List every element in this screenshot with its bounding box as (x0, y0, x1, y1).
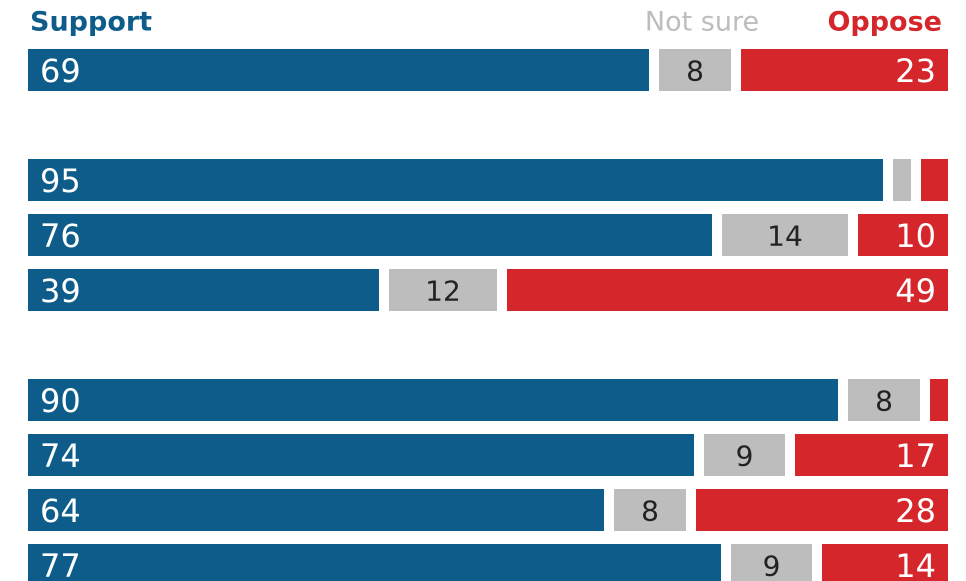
bar-segment (704, 434, 785, 476)
bar-segment (731, 544, 812, 581)
bar-segment (28, 214, 712, 256)
bar-segment (659, 49, 731, 91)
bar-segment (696, 489, 948, 531)
bar-segment (28, 159, 883, 201)
value-label: 8 (641, 495, 659, 528)
bar-segment (893, 159, 911, 201)
value-label: 8 (875, 385, 893, 418)
bar-segment (28, 269, 379, 311)
bar-segment (28, 434, 694, 476)
bar-segment (28, 49, 649, 91)
value-label: 64 (40, 492, 81, 530)
value-label: 8 (686, 55, 704, 88)
bar-segment (28, 379, 838, 421)
value-label: 12 (425, 275, 461, 308)
value-label: 77 (40, 547, 81, 581)
value-label: 28 (895, 492, 936, 530)
bar-segment (389, 269, 497, 311)
bar-segment (930, 379, 948, 421)
legend-label: Oppose (827, 7, 942, 38)
legend-label: Not sure (645, 7, 759, 38)
value-label: 39 (40, 272, 81, 310)
bar-segment (795, 434, 948, 476)
value-label: 9 (763, 550, 781, 581)
bar-segment (28, 544, 721, 581)
bar-segment (507, 269, 948, 311)
bar-segment (614, 489, 686, 531)
value-label: 14 (895, 547, 936, 581)
value-label: 76 (40, 217, 81, 255)
value-label: 14 (767, 220, 803, 253)
bar-segment (822, 544, 948, 581)
bar-segment (921, 159, 948, 201)
value-label: 74 (40, 437, 81, 475)
bar-segment (858, 214, 948, 256)
value-label: 9 (736, 440, 754, 473)
value-label: 90 (40, 382, 81, 420)
bar-segment (848, 379, 920, 421)
value-label: 23 (895, 52, 936, 90)
value-label: 69 (40, 52, 81, 90)
value-label: 17 (895, 437, 936, 475)
value-label: 10 (895, 217, 936, 255)
bar-segment (722, 214, 848, 256)
bar-segment (741, 49, 948, 91)
value-label: 49 (895, 272, 936, 310)
bar-segment (28, 489, 604, 531)
legend-label: Support (30, 7, 152, 38)
value-label: 95 (40, 162, 81, 200)
